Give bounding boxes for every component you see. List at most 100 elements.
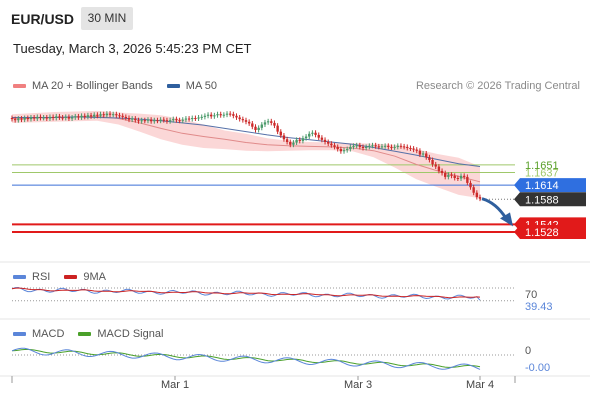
candle-body (219, 114, 222, 116)
candle-body (83, 115, 86, 117)
candle-body (266, 121, 270, 123)
candle-body (409, 148, 412, 149)
candle-body (184, 118, 188, 120)
candle-body (175, 119, 178, 121)
candle-body (437, 166, 441, 171)
candle-body (421, 153, 425, 155)
candle-body (210, 114, 213, 117)
candle-body (216, 114, 219, 116)
candle-body (444, 173, 447, 177)
candle-body (105, 113, 109, 116)
candle-body (317, 134, 320, 138)
candle-body (70, 117, 74, 119)
macd-zero-label: 0 (525, 345, 531, 357)
candle-body (459, 175, 463, 179)
candle-body (358, 145, 362, 147)
candle-body (352, 145, 355, 147)
candle-body (238, 117, 241, 120)
candle-body (67, 116, 71, 119)
candle-body (462, 175, 466, 177)
candle-body (153, 120, 156, 122)
candle-body (124, 116, 128, 118)
candle-body (320, 137, 324, 140)
candle-body (292, 142, 295, 145)
level-tag-last (514, 192, 586, 207)
candle-body (130, 118, 134, 120)
candle-body (393, 146, 396, 148)
macd-legend-label: MACD (32, 328, 65, 340)
candle-body (425, 153, 428, 158)
candle-body (339, 149, 343, 152)
candle-body (270, 121, 273, 123)
candle-body (13, 119, 17, 121)
candle-body (364, 146, 368, 148)
candle-body (108, 113, 112, 115)
main-legend: MA 20 + Bollinger Bands MA 50 (13, 80, 217, 92)
candle-body (336, 146, 339, 150)
forecast-arrow-head (500, 212, 513, 227)
candle-body (159, 119, 162, 121)
candle-body (406, 146, 409, 148)
candle-body (247, 121, 251, 124)
candle-body (285, 139, 289, 142)
candle-body (301, 138, 305, 141)
candle-body (26, 118, 30, 120)
level-tag-pivot (514, 178, 586, 193)
candle-body (143, 120, 147, 122)
candle-body (469, 182, 472, 188)
candle-body (295, 139, 298, 143)
candle-body (181, 119, 184, 121)
bollinger-band-layer (12, 110, 480, 199)
candle-body (323, 139, 327, 142)
candle-body (134, 118, 137, 121)
candle-body (251, 123, 254, 127)
candle-body (162, 119, 165, 121)
candle-body (374, 145, 377, 147)
candle-body (235, 115, 238, 118)
candle-body (399, 145, 403, 147)
candle-body (456, 178, 460, 179)
candle-body (42, 117, 45, 119)
levels-layer (12, 164, 515, 233)
level-label-resistance: 1.1651 (525, 160, 559, 172)
candle-body (48, 116, 52, 119)
candle-body (377, 146, 381, 148)
candle-body (20, 118, 23, 120)
candle-body (191, 118, 194, 120)
candle-body (197, 117, 200, 119)
bollinger-band (12, 110, 480, 199)
x-axis-layer: Mar 1 Mar 3 Mar 4 (11, 376, 516, 391)
timeframe-button[interactable]: 30 MIN (81, 7, 133, 30)
candle-body (453, 175, 456, 178)
rsi-ma-legend-label: 9MA (83, 271, 106, 283)
rsi-legend: RSI 9MA (13, 271, 106, 283)
candle-body (64, 116, 67, 118)
x-tick-label: Mar 1 (161, 379, 189, 391)
candle-body (260, 124, 264, 128)
candle-body (383, 145, 387, 147)
candle-body (311, 132, 314, 134)
candle-body (263, 122, 267, 125)
candle-body (232, 114, 235, 116)
candle-body (80, 115, 83, 118)
candle-body (431, 160, 434, 165)
ma50-legend-label: MA 50 (185, 80, 217, 92)
candle-body (225, 113, 229, 115)
chart-header: EUR/USD 30 MIN (0, 0, 590, 36)
candle-body (51, 116, 55, 118)
candle-body (434, 164, 437, 167)
candle-body (222, 114, 226, 116)
candle-body (140, 120, 143, 122)
candle-body (96, 114, 99, 116)
candle-body (440, 170, 444, 174)
candle-body (165, 120, 169, 122)
candle-body (168, 120, 172, 122)
candle-body (447, 174, 450, 177)
candle-body (282, 135, 286, 140)
candle-body (342, 150, 346, 152)
rsi-ma-line (11, 287, 481, 299)
candle-body (206, 114, 210, 116)
candle-body (345, 149, 349, 151)
